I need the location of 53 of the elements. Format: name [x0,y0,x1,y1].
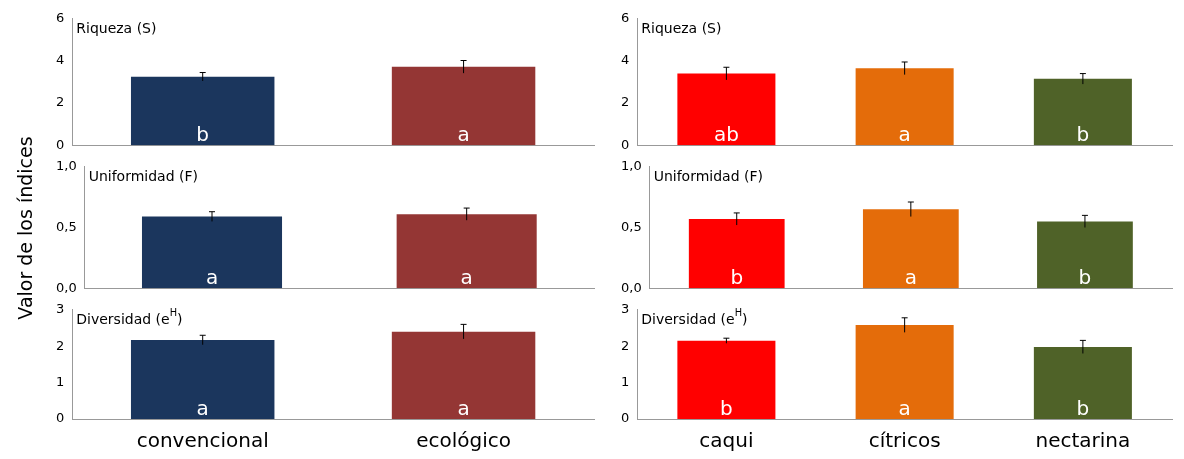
chart-title: Uniformidad (F) [88,168,198,185]
data-label: b [1076,122,1090,147]
y-tick-label: 0 [55,136,65,152]
bar [688,219,785,289]
y-tick-label: 1 [55,373,65,389]
y-tick-label: 0,5 [620,218,642,234]
x-tick-label: nectarina [1035,428,1131,453]
data-label: ab [713,122,739,147]
y-tick-label: 3 [620,301,630,317]
y-tick-label: 2 [55,337,65,353]
x-tick-label: convencional [136,428,269,453]
y-tick-label: 6 [620,10,630,26]
data-label: a [904,265,917,290]
x-tick-label: ecológico [416,428,511,453]
data-label: a [898,122,911,147]
data-label: a [196,396,209,421]
y-tick-label: 2 [55,94,65,110]
y-tick-label: 0 [620,410,630,426]
y-tick-label: 0,5 [55,218,77,234]
y-tick-label: 2 [620,337,630,353]
data-label: b [720,396,733,421]
bar [1037,221,1133,289]
data-label: a [898,396,911,421]
y-tick-label: 0,0 [620,279,642,295]
data-label: b [1078,265,1092,290]
y-tick-label: 1,0 [620,158,642,174]
bar [1033,346,1132,419]
bar [677,340,776,419]
y-tick-label: 0 [620,136,630,152]
y-tick-label: 6 [55,10,65,26]
chart-title: Riqueza (S) [76,20,157,37]
data-label: a [457,122,470,147]
y-tick-label: 3 [55,301,65,317]
y-axis-title: Valor de los índices [14,135,36,320]
bar [862,209,959,289]
data-label: a [205,265,219,290]
y-tick-label: 0,0 [55,279,77,295]
data-label: b [1076,396,1090,421]
y-tick-label: 0 [55,410,65,426]
y-tick-label: 2 [620,94,630,110]
y-tick-label: 1,0 [55,158,77,174]
data-label: b [196,122,210,147]
x-tick-label: cítricos [868,428,941,453]
data-label: a [457,396,470,421]
chart-title: Riqueza (S) [641,20,722,37]
bar [855,325,954,419]
data-label: b [730,265,744,290]
y-tick-label: 1 [620,373,630,389]
y-tick-label: 4 [55,52,65,68]
data-label: a [460,265,473,290]
chart-title: Uniformidad (F) [653,168,763,185]
x-tick-label: caqui [699,428,754,453]
y-tick-label: 4 [620,52,630,68]
